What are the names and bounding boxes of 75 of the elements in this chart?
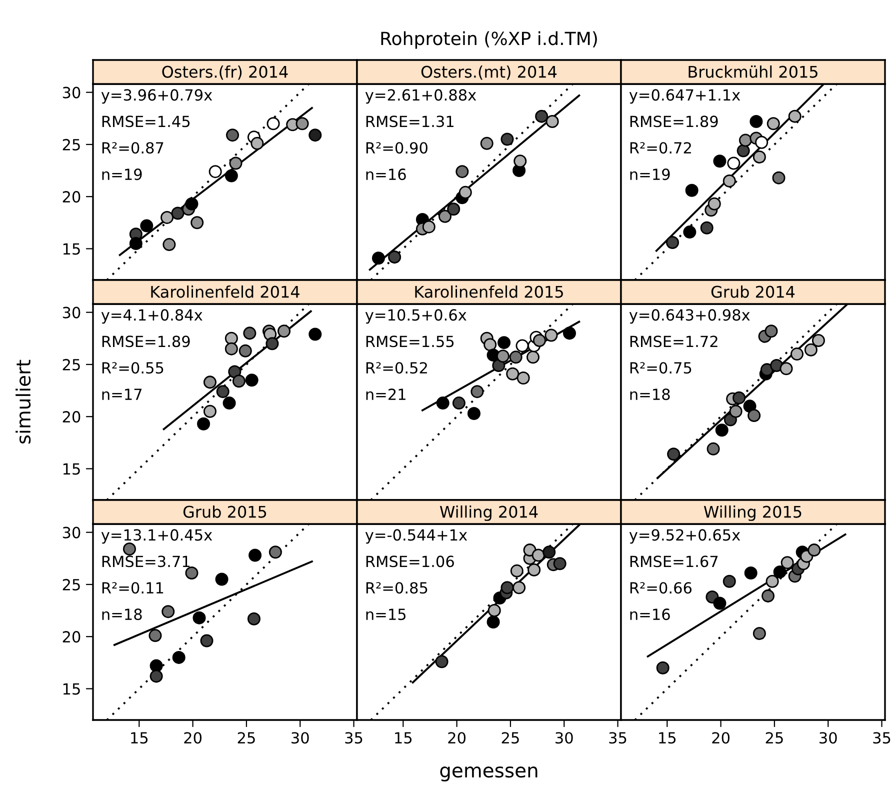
annotation: n=18: [102, 608, 142, 620]
annotation: RMSE=1.31: [366, 116, 454, 128]
annotation: y=0.647+1.1x: [629, 89, 740, 104]
x-tick-label: 20: [448, 732, 466, 744]
annotation: RMSE=1.55: [366, 336, 454, 348]
annotation: R²=0.11: [102, 582, 164, 594]
annotation: R²=0.72: [630, 142, 691, 154]
annotation: n=19: [102, 168, 142, 180]
x-tick-label: 20: [184, 732, 202, 744]
y-tick-label: 20: [62, 631, 80, 643]
chart-title: Grub 2014: [711, 285, 795, 298]
annotation: RMSE=1.89: [102, 336, 190, 348]
y-tick-label: 30: [62, 86, 80, 98]
annotation: y=4.1+0.84x: [101, 309, 202, 324]
annotation: n=16: [630, 608, 670, 620]
chart-title: Osters.(fr) 2014: [162, 65, 288, 80]
annotation: n=19: [630, 168, 670, 180]
annotation: RMSE=1.45: [102, 116, 190, 128]
x-tick-label: 30: [556, 732, 573, 744]
x-tick-label: 15: [659, 732, 676, 744]
annotation: y=10.5+0.6x: [365, 309, 466, 324]
annotation: y=2.61+0.88x: [365, 89, 476, 104]
annotation: y=9.52+0.65x: [629, 529, 740, 544]
annotation: y=3.96+0.79x: [101, 89, 212, 104]
text: Rohprotein (%XP i.d.TM): [381, 31, 597, 49]
x-tick-label: 15: [131, 732, 148, 744]
annotation: RMSE=1.67: [630, 556, 718, 568]
y-tick-label: 25: [62, 358, 80, 370]
y-axis-title: simuliert: [16, 360, 31, 444]
x-axis-title: gemessen: [440, 766, 538, 782]
chart-title: Willing 2014: [440, 505, 538, 521]
x-tick-label: 30: [820, 732, 837, 744]
y-tick-label: 30: [62, 306, 80, 318]
chart-title: Bruckmühl 2015: [688, 65, 818, 78]
annotation: y=0.643+0.98x: [629, 309, 750, 324]
annotation: RMSE=1.89: [630, 116, 718, 128]
x-tick-label: 15: [395, 732, 412, 744]
annotation: RMSE=1.72: [630, 336, 718, 348]
y-tick-label: 15: [63, 683, 80, 695]
annotation: R²=0.90: [366, 142, 428, 154]
chart-title: Grub 2015: [183, 505, 266, 518]
annotation: R²=0.55: [102, 362, 164, 374]
annotation: n=17: [102, 388, 142, 400]
annotation: y=-0.544+1x: [365, 529, 468, 544]
chart-title: Karolinenfeld 2014: [151, 285, 300, 298]
y-tick-label: 25: [62, 578, 80, 590]
chart-title: Willing 2015: [704, 505, 802, 521]
y-tick-label: 15: [63, 463, 80, 475]
y-tick-label: 30: [62, 526, 80, 538]
x-tick-label: 25: [766, 732, 783, 744]
annotation: R²=0.66: [630, 582, 692, 594]
annotation: R²=0.87: [102, 142, 164, 154]
x-tick-label: 25: [502, 732, 519, 744]
x-tick-label: 25: [238, 732, 255, 744]
annotation: R²=0.75: [630, 362, 692, 374]
x-tick-label: 35: [609, 732, 626, 744]
annotation: y=13.1+0.45x: [101, 529, 212, 544]
y-tick-label: 20: [62, 411, 80, 423]
annotation: R²=0.52: [366, 362, 427, 374]
annotation: R²=0.85: [366, 582, 428, 594]
annotation: RMSE=1.06: [366, 556, 454, 568]
annotation: n=18: [630, 388, 670, 400]
x-tick-label: 30: [292, 732, 309, 744]
annotation: RMSE=3.71: [102, 556, 190, 568]
chart-title: Osters.(mt) 2014: [421, 65, 557, 80]
x-tick-label: 20: [712, 732, 730, 744]
annotation: n=16: [366, 168, 406, 180]
x-tick-label: 35: [873, 732, 890, 744]
x-tick-label: 35: [345, 732, 362, 744]
y-tick-label: 25: [62, 138, 80, 150]
chart-title: Karolinenfeld 2015: [415, 285, 563, 298]
y-tick-label: 15: [63, 243, 80, 255]
annotation: n=21: [366, 388, 406, 400]
y-tick-label: 20: [62, 191, 80, 203]
annotation: n=15: [366, 608, 406, 620]
